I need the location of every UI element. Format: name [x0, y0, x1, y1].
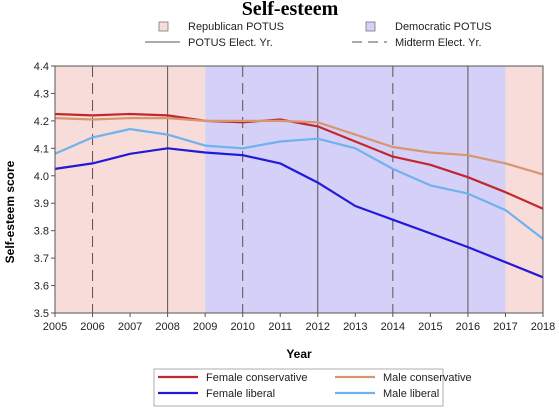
male-conservative-line	[54, 116, 544, 176]
x-tick-label: 2018	[531, 321, 555, 333]
y-axis-title: Self-esteem score	[3, 160, 17, 263]
bottom-legend-item: Female conservative	[158, 372, 308, 384]
top-legend-label: POTUS Elect. Yr.	[188, 37, 273, 49]
top-legend-item: Democratic POTUS	[365, 21, 492, 33]
bottom-legend-frame	[153, 368, 444, 407]
x-tick-label: 2017	[493, 321, 517, 333]
bottom-legend-item: Female liberal	[158, 388, 275, 400]
legend-swatch	[158, 21, 169, 32]
y-tick-label: 4.1	[34, 143, 49, 155]
bottom-legend-item: Male liberal	[335, 388, 439, 400]
x-tick-label: 2016	[456, 321, 480, 333]
bottom-legend-label: Female conservative	[206, 372, 308, 384]
bottom-legend-label: Male conservative	[383, 372, 472, 384]
y-tick-label: 4.2	[34, 116, 49, 128]
legend-swatch	[365, 21, 376, 32]
series-lines	[54, 112, 544, 279]
y-tick-label: 4.4	[34, 61, 49, 73]
x-tick-label: 2005	[43, 321, 67, 333]
bottom-legend: Female conservative Male conservative Fema…	[158, 372, 472, 400]
y-tick-label: 3.6	[34, 281, 49, 293]
y-tick-label: 3.7	[34, 253, 49, 265]
x-tick-label: 2014	[381, 321, 405, 333]
top-legend-item: POTUS Elect. Yr.	[145, 37, 273, 49]
top-legend-item: Midterm Elect. Yr.	[352, 37, 482, 49]
top-legend-label: Democratic POTUS	[395, 21, 492, 33]
x-tick-label: 2007	[118, 321, 142, 333]
x-tick-label: 2012	[306, 321, 330, 333]
top-legend-label: Midterm Elect. Yr.	[395, 37, 482, 49]
x-axis-title: Year	[286, 347, 312, 361]
plot-frame	[54, 65, 544, 314]
y-axis-ticks: 3.5 3.6 3.7 3.8 3.9 4.0 4.1 4.2 4.3 4.4	[34, 61, 55, 320]
x-tick-label: 2013	[343, 321, 367, 333]
x-tick-label: 2015	[418, 321, 442, 333]
democratic-period-band	[205, 66, 506, 313]
plot-background	[55, 66, 543, 313]
y-tick-label: 3.9	[34, 198, 49, 210]
chart-title: Self-esteem	[242, 0, 339, 20]
x-tick-label: 2011	[268, 321, 292, 333]
x-tick-label: 2009	[193, 321, 217, 333]
x-tick-label: 2006	[80, 321, 104, 333]
republican-period-band	[55, 66, 206, 313]
y-tick-label: 3.8	[34, 226, 49, 238]
bottom-legend-label: Male liberal	[383, 388, 439, 400]
x-tick-label: 2010	[230, 321, 254, 333]
top-legend: Republican POTUS Democratic POTUS POTUS El…	[145, 21, 492, 49]
top-legend-label: Republican POTUS	[188, 21, 284, 33]
bottom-legend-item: Male conservative	[335, 372, 472, 384]
y-tick-label: 4.0	[34, 171, 49, 183]
y-tick-label: 4.3	[34, 88, 49, 100]
republican-period-band	[505, 66, 543, 313]
top-legend-item: Republican POTUS	[158, 21, 284, 33]
male-liberal-line	[54, 128, 544, 240]
y-tick-label: 3.5	[34, 308, 49, 320]
x-tick-label: 2008	[155, 321, 179, 333]
female-liberal-line	[54, 147, 544, 279]
female-conservative-line	[54, 112, 544, 210]
x-axis-ticks: 2005 2006 2007 2008 2009 2010 2011 2012 2013 2014…	[43, 313, 555, 333]
bottom-legend-label: Female liberal	[206, 388, 275, 400]
